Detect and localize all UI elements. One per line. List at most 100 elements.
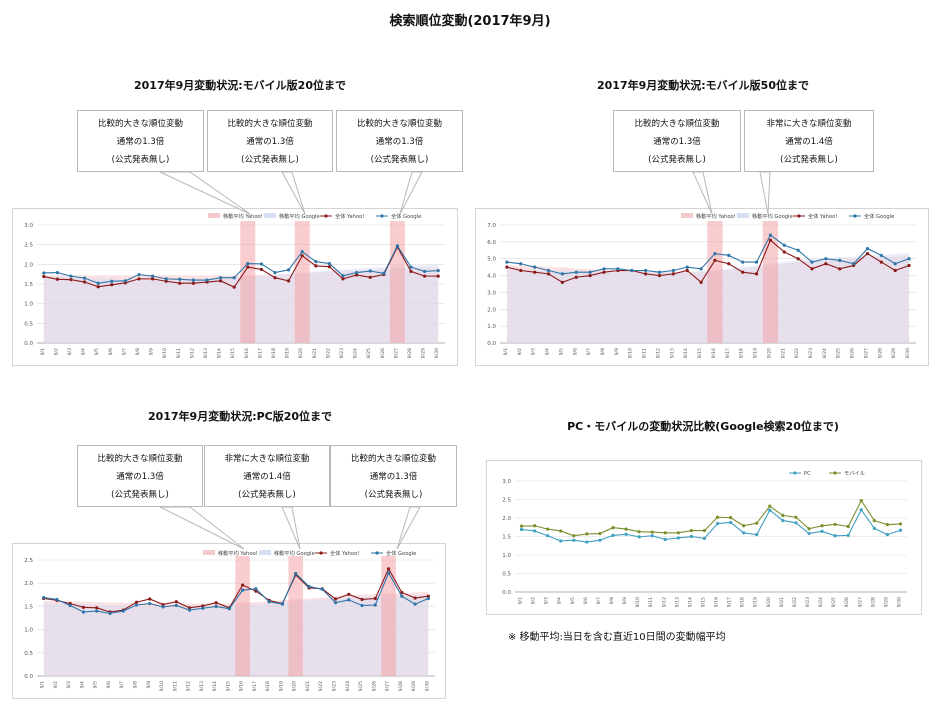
x-tick-label: 9/14 xyxy=(687,597,693,607)
x-tick-label: 9/1 xyxy=(40,681,46,688)
data-point xyxy=(187,608,192,612)
data-point xyxy=(174,600,178,604)
data-point xyxy=(872,518,876,523)
data-point xyxy=(879,260,883,264)
x-tick-label: 9/3 xyxy=(531,348,537,355)
callout-line-1: 比較的大きな順位変動 xyxy=(97,454,183,464)
callout-line-1: 比較的大きな順位変動 xyxy=(350,454,436,464)
x-tick-label: 9/22 xyxy=(792,597,798,607)
data-point xyxy=(505,265,509,269)
data-point xyxy=(519,268,523,273)
callout-line-1: 比較的大きな順位変動 xyxy=(97,119,183,129)
data-point xyxy=(685,265,689,269)
x-tick-label: 9/30 xyxy=(434,348,440,358)
data-point xyxy=(341,277,345,281)
data-point xyxy=(559,539,563,543)
data-point xyxy=(341,274,345,278)
data-point xyxy=(907,257,911,261)
data-point xyxy=(368,275,372,279)
x-tick-label: 9/30 xyxy=(896,597,902,607)
legend-label: 全体 Yahoo! xyxy=(808,212,837,220)
x-tick-label: 9/4 xyxy=(81,348,87,355)
highlight-band xyxy=(288,556,303,676)
legend-label: モバイル xyxy=(844,470,865,477)
series-line-series xyxy=(521,499,901,537)
data-point xyxy=(644,272,648,276)
y-tick-label: 2.0 xyxy=(24,581,33,587)
data-point xyxy=(588,270,592,274)
data-point xyxy=(137,272,141,277)
legend-label: 全体 Yahoo! xyxy=(330,549,359,557)
data-point xyxy=(161,602,165,607)
y-tick-label: 2.5 xyxy=(502,498,511,504)
x-tick-label: 9/10 xyxy=(159,681,165,691)
x-tick-label: 9/16 xyxy=(711,348,717,358)
legend-label: PC xyxy=(804,471,811,477)
data-point xyxy=(110,279,114,283)
x-tick-label: 9/15 xyxy=(230,348,236,358)
x-tick-label: 9/21 xyxy=(305,681,311,691)
data-point xyxy=(83,280,87,284)
data-point xyxy=(838,258,842,262)
x-tick-label: 9/13 xyxy=(203,348,209,358)
x-tick-label: 9/24 xyxy=(353,348,359,358)
legend-label: 移動平均 Yahoo! xyxy=(696,212,736,220)
x-tick-label: 9/13 xyxy=(669,348,675,358)
x-tick-label: 9/27 xyxy=(393,348,399,358)
data-point xyxy=(546,534,550,538)
x-tick-label: 9/14 xyxy=(212,681,218,691)
x-tick-label: 9/25 xyxy=(831,597,837,607)
callout-line-1: 比較的大きな順位変動 xyxy=(634,119,720,129)
x-tick-label: 9/10 xyxy=(628,348,634,358)
data-point xyxy=(333,597,338,601)
y-tick-label: 3.0 xyxy=(502,479,511,485)
x-tick-label: 9/5 xyxy=(93,681,99,688)
x-tick-label: 9/22 xyxy=(325,348,331,358)
data-point xyxy=(833,522,837,526)
data-point xyxy=(423,274,427,278)
data-point xyxy=(546,527,550,531)
data-point xyxy=(151,277,155,281)
x-tick-label: 9/1 xyxy=(518,597,524,604)
y-tick-label: 1.0 xyxy=(502,553,511,559)
x-tick-label: 9/2 xyxy=(531,597,537,604)
callout-line-2: 通常の1.4倍 xyxy=(785,137,833,147)
x-tick-label: 9/14 xyxy=(683,348,689,358)
y-tick-label: 2.5 xyxy=(24,243,33,249)
callout-line-2: 通常の1.3倍 xyxy=(375,137,424,147)
chart-svg-m50: 0.0 1.0 2.0 3.0 4.0 5.0 6.0 7.0 9/1 9/2 9/3 9/4 9/5 9… xyxy=(487,212,916,358)
data-point xyxy=(300,250,304,254)
data-point xyxy=(602,267,606,271)
legend-label: 全体 Google xyxy=(386,549,416,557)
x-tick-label: 9/24 xyxy=(822,348,828,358)
x-tick-label: 9/30 xyxy=(424,681,430,691)
chart-svg-m20: 0.0 0.5 1.0 1.5 2.0 2.5 3.0 9/1 9/2 9/3 9/4 9/5 9/6 9… xyxy=(24,212,445,358)
data-point xyxy=(588,273,592,278)
data-point xyxy=(727,262,731,266)
data-point xyxy=(382,271,386,275)
data-point xyxy=(227,607,231,611)
data-point xyxy=(360,597,364,602)
legend-marker xyxy=(853,214,857,218)
data-point xyxy=(42,274,46,279)
callout-line-1: 非常に大きな順位変動 xyxy=(766,119,852,129)
data-point xyxy=(741,260,745,264)
data-point xyxy=(742,524,746,528)
data-point xyxy=(657,273,662,278)
data-point xyxy=(55,270,60,275)
x-tick-label: 9/25 xyxy=(358,681,364,691)
callout-mobile20-0916: 比較的大きな順位変動 通常の1.3倍 (公式発表無し) xyxy=(77,110,204,172)
x-tick-label: 9/10 xyxy=(162,348,168,358)
data-point xyxy=(347,592,351,596)
data-point xyxy=(702,528,707,533)
y-tick-label: 0.0 xyxy=(24,341,33,347)
highlight-band xyxy=(240,221,256,343)
x-tick-label: 9/24 xyxy=(345,681,351,691)
callout-line-3: (公式発表無し) xyxy=(780,155,838,165)
data-point xyxy=(754,272,759,276)
highlight-band xyxy=(762,221,779,343)
x-tick-label: 9/25 xyxy=(366,348,372,358)
data-point xyxy=(519,262,523,266)
x-tick-label: 9/27 xyxy=(863,348,869,358)
x-tick-label: 9/5 xyxy=(558,348,564,355)
